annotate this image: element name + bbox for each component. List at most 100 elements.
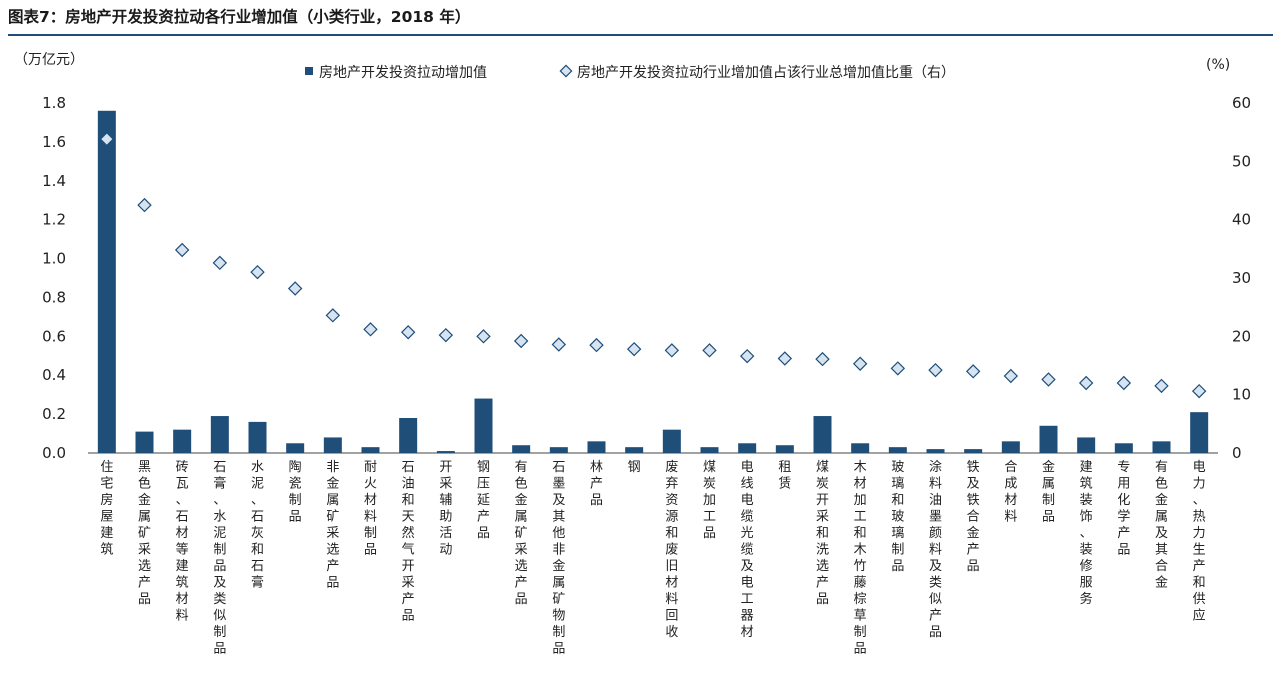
category-label: 水泥、石灰和石膏 [251, 460, 264, 591]
left-tick-label: 1.4 [42, 172, 66, 190]
bar [474, 398, 493, 453]
bar [851, 443, 870, 453]
bar [888, 447, 907, 453]
bar [587, 441, 606, 453]
chart-title: 图表7：房地产开发投资拉动各行业增加值（小类行业，2018 年） [8, 8, 471, 26]
category-label: 电线电缆光缆及电工器材 [741, 460, 754, 640]
marker [174, 242, 190, 258]
bar [1190, 412, 1209, 453]
bar [1152, 441, 1171, 453]
category-labels: 住宅房屋建筑 黑色金属矿采选产品 砖瓦、石材等建筑材料 石膏、水泥制品及类似制品 水泥、… [100, 459, 1205, 657]
bar [700, 447, 719, 453]
marker [325, 308, 341, 323]
axes: 0.0 0.2 0.4 0.6 0.8 1.0 1.2 1.4 1.6 1.8 0 10 20 30 40 5… [42, 94, 1251, 462]
right-tick-label: 20 [1232, 327, 1251, 345]
marker [137, 197, 152, 213]
title-rule [8, 34, 1273, 36]
category-label: 玻璃和玻璃制品 [891, 460, 904, 574]
marker [965, 364, 981, 379]
left-tick-label: 1.0 [42, 250, 66, 268]
legend-bar-swatch [305, 67, 313, 75]
category-label: 木材加工和木竹藤棕草制品 [854, 460, 867, 657]
right-tick-label: 10 [1232, 386, 1251, 404]
bar [436, 451, 455, 453]
bar [1077, 437, 1096, 453]
marker [664, 343, 680, 358]
right-tick-label: 50 [1232, 152, 1251, 170]
category-label: 钢 [628, 460, 641, 475]
category-label: 住宅房屋建筑 [100, 460, 113, 558]
left-tick-label: 0.8 [42, 288, 66, 306]
marker [777, 351, 793, 366]
category-label: 开采辅助活动 [439, 460, 452, 558]
marker [212, 255, 228, 271]
bar [323, 437, 342, 453]
category-label: 石墨及其他非金属矿物制品 [552, 460, 565, 657]
category-label: 建筑装饰、装修服务 [1080, 460, 1093, 607]
marker [626, 341, 642, 357]
left-tick-label: 0.0 [42, 444, 66, 462]
category-label: 黑色金属矿采选产品 [138, 460, 151, 607]
category-label: 涂料油墨颜料及类似产品 [929, 459, 942, 640]
marker [363, 322, 378, 337]
bar [775, 445, 794, 453]
marker [287, 281, 303, 296]
marker [476, 329, 491, 344]
category-label: 金属制品 [1042, 459, 1055, 525]
left-tick-label: 1.6 [42, 133, 66, 151]
bar [1114, 443, 1133, 453]
category-label: 砖瓦、石材等建筑材料 [176, 460, 189, 624]
bar [662, 429, 681, 453]
category-label: 陶瓷制品 [289, 459, 302, 525]
marker [890, 361, 906, 376]
left-tick-label: 0.4 [42, 366, 66, 384]
marker [589, 337, 604, 353]
legend: 房地产开发投资拉动增加值 房地产开发投资拉动行业增加值占该行业总增加值比重（右） [305, 64, 955, 81]
marker [400, 325, 416, 340]
right-axis-unit: (%) [1206, 57, 1230, 73]
bar [286, 443, 305, 453]
category-label: 电力、热力生产和供应 [1193, 460, 1206, 624]
bar [625, 447, 644, 453]
legend-marker-label: 房地产开发投资拉动行业增加值占该行业总增加值比重（右） [577, 65, 955, 81]
bar [173, 429, 192, 453]
bar [926, 449, 945, 453]
bar [135, 431, 154, 453]
markers [99, 131, 1207, 399]
marker [815, 351, 830, 367]
category-label: 合成材料 [1004, 460, 1017, 525]
category-label: 石油和天然气开采产品 [402, 460, 415, 624]
bar [964, 449, 983, 453]
marker [438, 327, 454, 343]
marker [852, 356, 868, 371]
category-label: 铁及铁合金产品 [967, 460, 980, 574]
category-label: 煤炭开采和洗选产品 [816, 460, 829, 607]
bar [210, 416, 229, 453]
bar [361, 447, 380, 453]
bar [399, 418, 418, 453]
category-label: 石膏、水泥制品及类似制品 [213, 460, 226, 657]
marker [1154, 378, 1169, 394]
left-tick-label: 1.2 [42, 211, 66, 229]
right-tick-label: 30 [1232, 269, 1251, 287]
category-label: 钢压延产品 [477, 460, 490, 541]
category-label: 有色金属矿采选产品 [515, 460, 528, 607]
marker [739, 348, 755, 364]
bars [97, 110, 1209, 454]
bar [1039, 425, 1058, 453]
legend-marker-swatch [559, 64, 573, 78]
right-tick-label: 60 [1232, 94, 1251, 112]
category-label: 非金属矿采选产品 [326, 460, 339, 591]
bar [813, 416, 832, 453]
marker [250, 264, 265, 280]
category-label: 林产品 [590, 460, 603, 508]
left-tick-label: 0.6 [42, 327, 66, 345]
right-tick-label: 40 [1232, 211, 1251, 229]
marker [928, 362, 943, 378]
marker [513, 333, 529, 349]
bar [738, 443, 757, 453]
category-label: 租赁 [778, 460, 791, 492]
marker [1078, 375, 1094, 391]
marker [1003, 368, 1019, 384]
right-tick-label: 0 [1232, 444, 1242, 462]
